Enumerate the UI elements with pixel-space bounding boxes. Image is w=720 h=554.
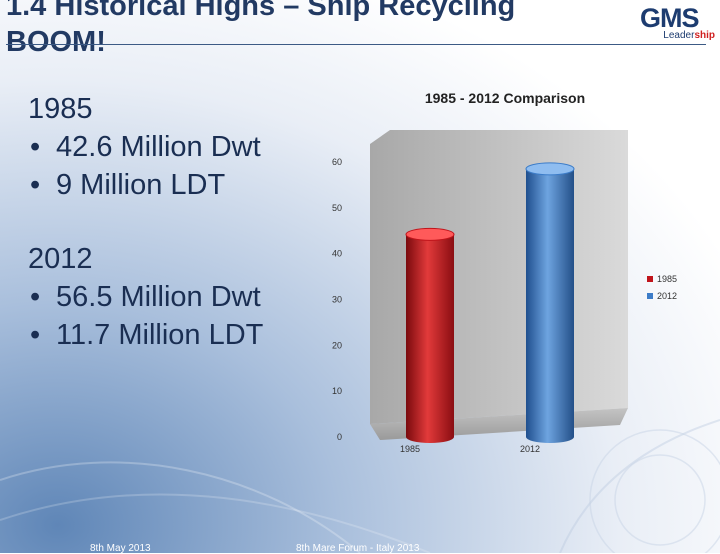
- y-tick-label: 40: [332, 249, 342, 259]
- bar-top-1985: [405, 227, 455, 241]
- y-tick-label: 20: [332, 340, 342, 350]
- x-tick-label: 1985: [400, 444, 420, 454]
- y-tick-label: 0: [337, 432, 342, 442]
- logo-tagline: Leadership: [663, 30, 715, 41]
- y-tick-label: 60: [332, 157, 342, 167]
- gms-logo: GMS Leadership: [640, 4, 715, 46]
- chart-title: 1985 - 2012 Comparison: [425, 90, 585, 106]
- legend-swatch-1985: [647, 276, 653, 282]
- y-tick-label: 50: [332, 203, 342, 213]
- legend-swatch-2012: [647, 293, 653, 299]
- x-tick-label: 2012: [520, 444, 540, 454]
- year-heading-2012: 2012: [28, 243, 93, 275]
- slide-title: 1.4 Historical Highs – Ship Recycling BO…: [6, 0, 516, 58]
- footer-event: 8th Mare Forum - Italy 2013: [296, 543, 420, 554]
- y-tick-label: 10: [332, 386, 342, 396]
- list-item: • 11.7 Million LDT: [28, 316, 263, 354]
- bullet-icon: •: [30, 131, 41, 163]
- list-item: • 56.5 Million Dwt: [28, 278, 263, 316]
- list-item: • 9 Million LDT: [28, 166, 263, 204]
- legend-label-2012: 2012: [657, 291, 677, 301]
- y-tick-label: 30: [332, 295, 342, 305]
- bar-top-2012: [525, 162, 575, 176]
- bar-1985: [406, 234, 454, 443]
- year-heading-1985: 1985: [28, 93, 93, 125]
- footer-date: 8th May 2013: [90, 543, 151, 554]
- legend-label-1985: 1985: [657, 274, 677, 284]
- list-item: • 42.6 Million Dwt: [28, 128, 263, 166]
- comparison-chart: 1985 - 2012 Comparison 0 10 20 30 40 50 60 198…: [332, 90, 677, 454]
- bullet-list: 1985 • 42.6 Million Dwt • 9 Million LDT 20…: [28, 90, 263, 354]
- bullet-icon: •: [30, 169, 41, 201]
- logo-mark: GMS: [640, 3, 700, 33]
- title-underline: [6, 44, 706, 45]
- bar-2012: [526, 168, 574, 443]
- bullet-icon: •: [30, 319, 41, 351]
- bullet-icon: •: [30, 281, 41, 313]
